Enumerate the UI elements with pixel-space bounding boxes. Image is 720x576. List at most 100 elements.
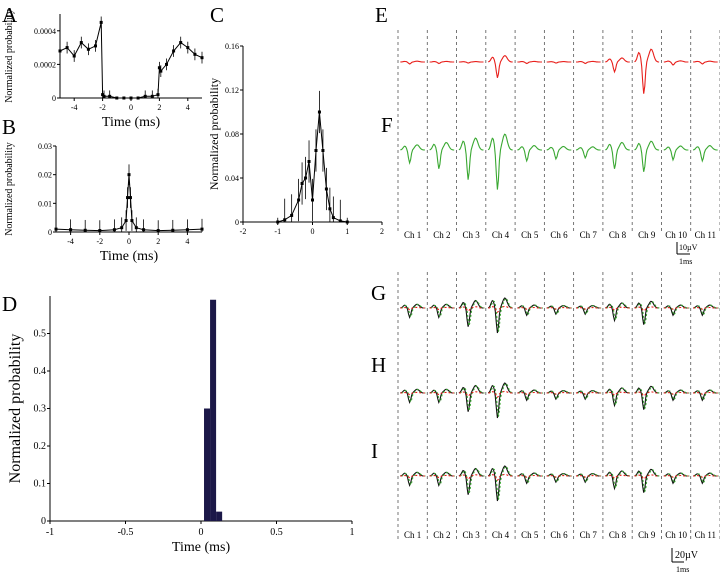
chart-b-point: [98, 229, 102, 233]
chart-d-x-label: Time (ms): [172, 540, 231, 555]
chart-c-point: [345, 220, 349, 224]
chart-a-point: [165, 62, 168, 66]
panel-e-waveform: [517, 60, 542, 65]
chart-b-point: [128, 196, 132, 200]
panel-h-waveform-red: [605, 391, 630, 396]
panel-h-waveform-red: [576, 392, 601, 395]
chart-c-point: [321, 149, 325, 152]
chart-a-point: [156, 93, 160, 97]
chart-b-x-tick-label: 4: [185, 237, 189, 246]
chart-b-point: [69, 228, 73, 232]
scale-bar-top-time: 1ms: [679, 257, 692, 266]
panel-i-waveform-green: [518, 472, 543, 485]
chart-d-bar: [204, 408, 211, 521]
chart-a-point: [102, 94, 106, 98]
chart-c-point: [338, 219, 342, 223]
panel-ef-channel-label: Ch 8: [609, 230, 627, 240]
chart-a-point: [101, 93, 105, 97]
panel-g-waveform-red: [488, 305, 513, 314]
chart-c-point: [304, 176, 308, 180]
chart-a-point: [143, 94, 147, 98]
panel-f-waveform: [634, 140, 660, 172]
chart-c-x-tick-label: -2: [240, 227, 247, 236]
panel-g-waveform-red: [576, 307, 601, 310]
panel-h-waveform-green: [401, 388, 426, 404]
panel-i-waveform-red: [488, 473, 513, 482]
chart-a-point: [122, 96, 126, 100]
chart-b-point: [126, 196, 130, 200]
chart-c-series-line: [277, 111, 348, 223]
chart-c-x-tick-label: 0: [311, 227, 315, 236]
panel-ghi-channel-label: Ch 8: [609, 530, 627, 540]
panel-label-C: C: [210, 3, 224, 27]
chart-a-y-tick-label: 0.0004: [34, 27, 56, 36]
chart-a-x-tick-label: 4: [186, 103, 190, 112]
chart-b-point: [120, 226, 124, 230]
panel-i-waveform-green: [606, 470, 631, 490]
panel-i-waveform-red: [546, 475, 572, 478]
panel-g-waveform-green: [518, 304, 543, 317]
chart-d-bar: [216, 511, 223, 521]
panel-g-waveform-red: [663, 306, 689, 310]
panel-i-waveform-green: [664, 472, 690, 485]
chart-d-y-label: Normalized probability: [7, 334, 24, 484]
panel-h-waveform-black: [458, 384, 484, 412]
panel-h-waveform-green: [488, 382, 514, 417]
chart-a-y-tick-label: 0.0002: [34, 60, 56, 69]
chart-a-series-line: [59, 22, 203, 99]
chart-a-point: [129, 96, 133, 100]
panel-e-waveform: [429, 60, 455, 65]
panel-i-waveform-red: [517, 474, 542, 478]
chart-b-point: [134, 226, 138, 230]
chart-c-point: [324, 187, 328, 191]
chart-d-x-tick-label: -1: [46, 527, 54, 538]
panel-g-waveform-black: [458, 299, 484, 327]
chart-a-point: [86, 47, 90, 51]
panel-ef-channel-label: Ch 4: [492, 230, 510, 240]
chart-a-point: [179, 41, 183, 45]
panel-ef-channel-label: Ch 2: [433, 230, 450, 240]
panel-h-waveform-red: [458, 391, 484, 397]
chart-b-point: [156, 229, 160, 233]
panel-f-waveform: [605, 141, 630, 169]
panel-label-D: D: [2, 292, 17, 316]
chart-a-point: [72, 54, 76, 58]
panel-h-waveform-green: [430, 388, 456, 404]
panel-ghi-channel-label: Ch 1: [404, 530, 421, 540]
panel-g-waveform-red: [546, 307, 572, 310]
chart-b-point: [200, 227, 204, 231]
panel-g-waveform-green: [664, 304, 690, 317]
chart-b-x-tick-label: 0: [127, 237, 131, 246]
chart-a-point: [136, 96, 140, 100]
panel-i-waveform-red: [605, 474, 630, 479]
scale-bar-top-voltage: 10µV: [679, 243, 698, 252]
panel-ghi-channel-label: Ch 7: [580, 530, 598, 540]
panel-e-waveform: [576, 60, 601, 65]
panel-i-waveform-red: [429, 474, 455, 479]
panel-ef-channel-label: Ch 7: [580, 230, 598, 240]
chart-a-x-tick-label: 0: [129, 103, 133, 112]
panel-h-waveform-black: [634, 385, 660, 410]
chart-a-x-tick-label: -2: [99, 103, 106, 112]
chart-d-x-tick-label: 0: [199, 527, 204, 538]
chart-c-point: [311, 198, 314, 202]
panel-ghi-channel-label: Ch 5: [521, 530, 539, 540]
chart-a-point: [115, 96, 119, 100]
panel-g-waveform-red: [605, 306, 630, 311]
chart-b-point: [171, 228, 175, 232]
chart-b-x-tick-label: -2: [96, 237, 103, 246]
chart-b-y-tick-label: 0.02: [38, 171, 52, 180]
chart-d-x-tick-label: 1: [350, 527, 355, 538]
chart-c-point: [331, 216, 335, 220]
chart-d-y-tick-label: 0.3: [34, 404, 47, 415]
chart-b-point: [185, 228, 189, 232]
panel-h-waveform-red: [693, 391, 718, 395]
chart-b-point: [124, 219, 128, 223]
chart-b-point: [142, 228, 146, 232]
chart-c-y-tick-label: 0: [235, 218, 239, 227]
panel-f-waveform: [487, 133, 513, 190]
chart-c-y-tick-label: 0.16: [225, 42, 239, 51]
chart-c-point: [328, 207, 332, 211]
chart-c-y-tick-label: 0.08: [225, 130, 239, 139]
chart-b-point: [130, 219, 134, 223]
